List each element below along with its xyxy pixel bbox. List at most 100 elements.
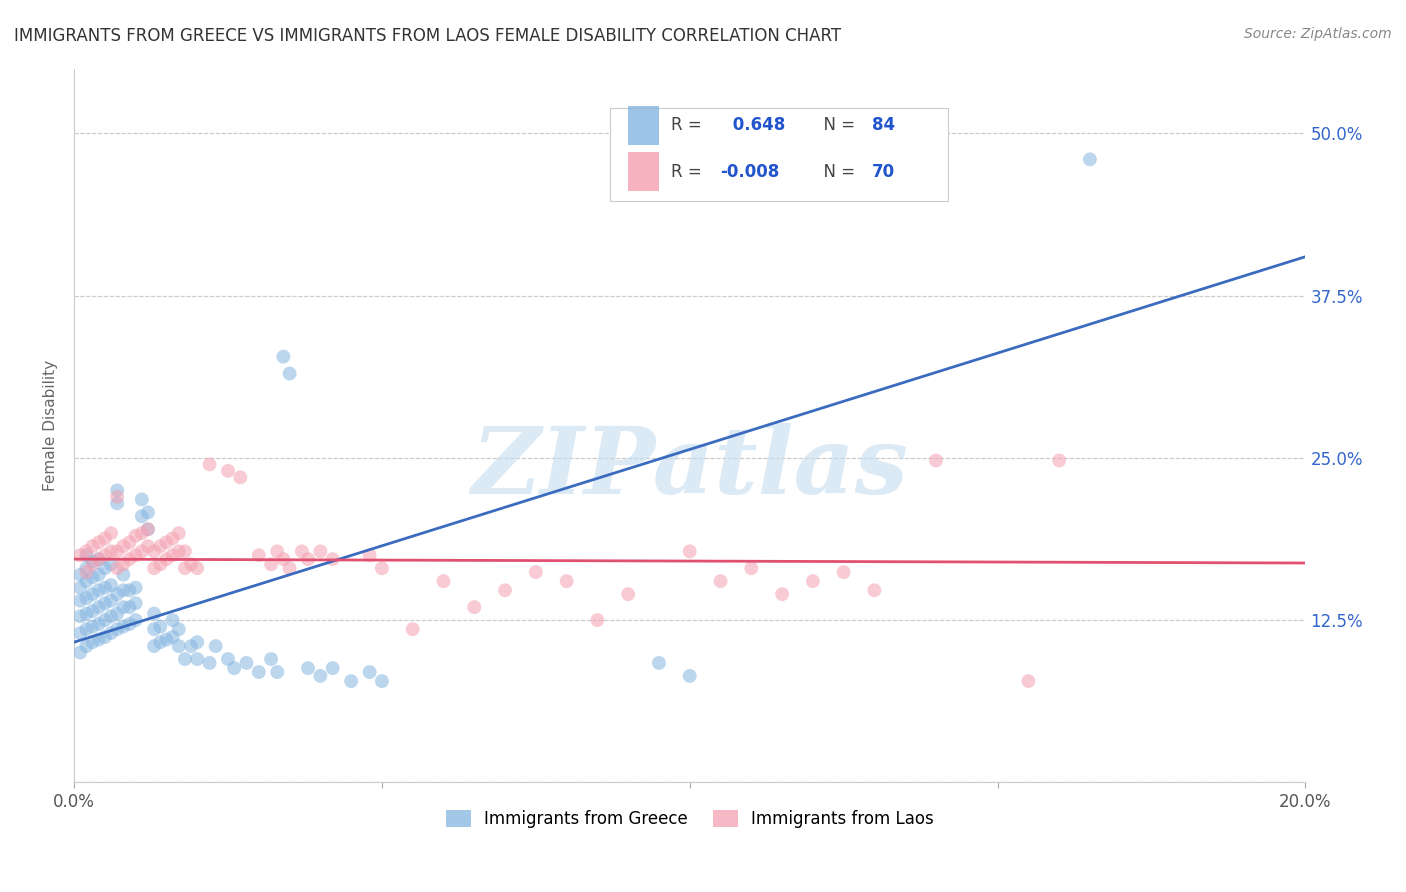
Point bbox=[105, 544, 128, 558]
Point bbox=[679, 669, 702, 683]
Point bbox=[105, 622, 128, 636]
Point bbox=[75, 622, 97, 636]
Point bbox=[186, 561, 208, 575]
Point bbox=[1078, 153, 1101, 167]
Point bbox=[174, 652, 197, 666]
Point bbox=[118, 617, 141, 632]
Point bbox=[75, 574, 97, 589]
FancyBboxPatch shape bbox=[628, 105, 659, 145]
Point bbox=[82, 558, 104, 572]
Point bbox=[217, 652, 239, 666]
Point bbox=[309, 669, 332, 683]
Point bbox=[524, 565, 547, 579]
Point bbox=[69, 548, 91, 562]
Point bbox=[247, 548, 270, 562]
Point bbox=[75, 639, 97, 653]
Point bbox=[118, 600, 141, 615]
Point bbox=[94, 630, 117, 644]
Point bbox=[69, 609, 91, 624]
Point bbox=[82, 570, 104, 584]
Point bbox=[167, 526, 190, 541]
Point bbox=[143, 561, 166, 575]
Point bbox=[371, 561, 394, 575]
Point bbox=[131, 526, 153, 541]
Point bbox=[82, 555, 104, 569]
Point bbox=[75, 544, 97, 558]
Point bbox=[198, 656, 221, 670]
Point bbox=[105, 561, 128, 575]
Text: R =: R = bbox=[671, 116, 707, 135]
Point bbox=[69, 593, 91, 607]
Point bbox=[494, 583, 516, 598]
Point bbox=[186, 635, 208, 649]
Point bbox=[359, 548, 381, 562]
Text: 70: 70 bbox=[872, 162, 896, 181]
Point bbox=[112, 600, 135, 615]
Point bbox=[105, 490, 128, 504]
Point bbox=[224, 661, 246, 675]
Point bbox=[131, 509, 153, 524]
Point bbox=[648, 656, 671, 670]
Point bbox=[162, 532, 184, 546]
Point bbox=[1047, 453, 1070, 467]
Point bbox=[100, 526, 122, 541]
Point bbox=[75, 548, 97, 562]
Point bbox=[217, 464, 239, 478]
Point bbox=[82, 604, 104, 618]
Point bbox=[260, 652, 283, 666]
Point bbox=[198, 458, 221, 472]
Point bbox=[94, 548, 117, 562]
Point bbox=[100, 544, 122, 558]
Text: Source: ZipAtlas.com: Source: ZipAtlas.com bbox=[1244, 27, 1392, 41]
Point bbox=[679, 544, 702, 558]
Point bbox=[162, 548, 184, 562]
Point bbox=[863, 583, 886, 598]
Point bbox=[322, 661, 344, 675]
Point bbox=[174, 561, 197, 575]
Text: R =: R = bbox=[671, 162, 707, 181]
Point bbox=[309, 544, 332, 558]
Point bbox=[155, 632, 177, 647]
Point bbox=[118, 552, 141, 566]
Point bbox=[105, 607, 128, 621]
Y-axis label: Female Disability: Female Disability bbox=[44, 359, 58, 491]
Text: -0.008: -0.008 bbox=[720, 162, 780, 181]
Point bbox=[112, 558, 135, 572]
Point bbox=[801, 574, 824, 589]
Point bbox=[297, 661, 319, 675]
Point bbox=[617, 587, 640, 601]
Point bbox=[94, 561, 117, 575]
Point bbox=[235, 656, 257, 670]
Point bbox=[131, 544, 153, 558]
Point bbox=[82, 539, 104, 553]
Point bbox=[75, 607, 97, 621]
Point bbox=[124, 548, 146, 562]
Point bbox=[100, 558, 122, 572]
Point bbox=[273, 552, 295, 566]
Point bbox=[87, 583, 110, 598]
Point bbox=[124, 529, 146, 543]
Point bbox=[463, 600, 485, 615]
Legend: Immigrants from Greece, Immigrants from Laos: Immigrants from Greece, Immigrants from … bbox=[439, 803, 941, 835]
Point bbox=[278, 367, 301, 381]
Point bbox=[87, 567, 110, 582]
Point bbox=[432, 574, 454, 589]
Point bbox=[105, 587, 128, 601]
Point bbox=[1017, 674, 1039, 689]
Point bbox=[87, 632, 110, 647]
Point bbox=[118, 583, 141, 598]
Point bbox=[100, 609, 122, 624]
Point bbox=[149, 635, 172, 649]
Point bbox=[155, 535, 177, 549]
Point bbox=[204, 639, 226, 653]
Point bbox=[105, 496, 128, 510]
Point bbox=[167, 544, 190, 558]
Point bbox=[180, 639, 202, 653]
Point bbox=[124, 613, 146, 627]
FancyBboxPatch shape bbox=[610, 108, 948, 201]
Point bbox=[149, 539, 172, 553]
Point bbox=[112, 619, 135, 633]
Point bbox=[112, 539, 135, 553]
Point bbox=[149, 558, 172, 572]
Text: 84: 84 bbox=[872, 116, 896, 135]
